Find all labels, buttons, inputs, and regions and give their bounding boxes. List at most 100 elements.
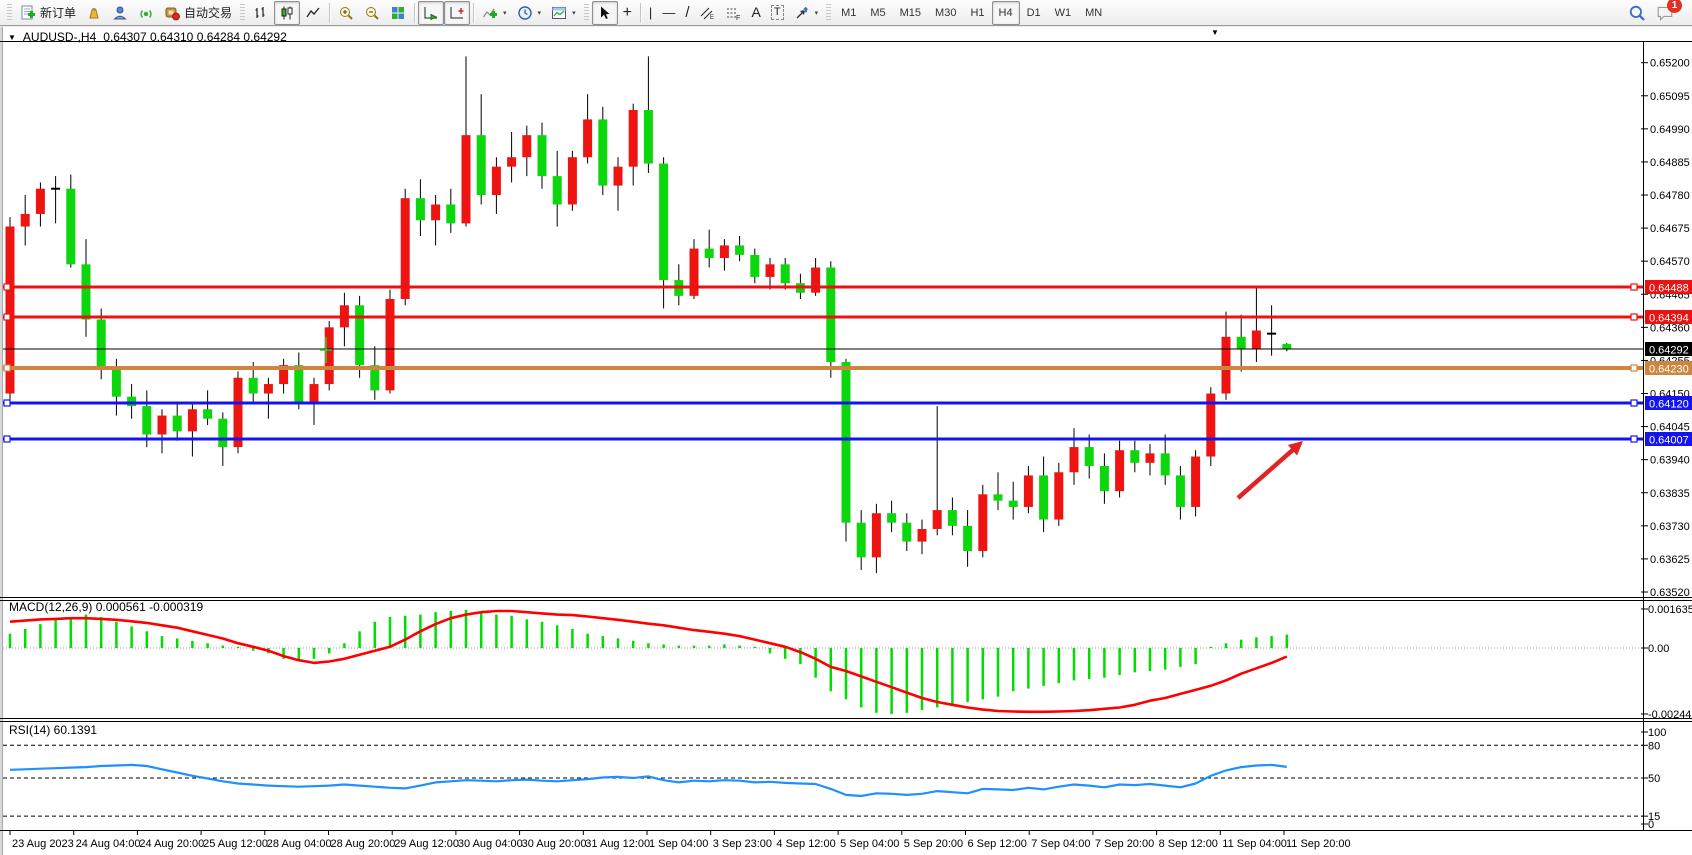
- arrows-tool-button[interactable]: ▾: [789, 1, 824, 25]
- main-toolbar: 新订单 自动交易 ▾ ▾: [0, 0, 1692, 26]
- rsi-value: 60.1391: [50, 723, 98, 737]
- line-chart-icon: [306, 7, 320, 17]
- candlestick-chart-icon: [281, 6, 293, 19]
- chart-canvas[interactable]: 0.65200 0.65095 0.64990 0.64885 0.64780 0.646…: [0, 27, 1692, 855]
- svg-text:4 Sep 12:00: 4 Sep 12:00: [776, 838, 835, 850]
- new-order-button[interactable]: 新订单: [15, 1, 81, 25]
- svg-text:29 Aug 12:00: 29 Aug 12:00: [394, 838, 459, 850]
- svg-text:24 Aug 20:00: 24 Aug 20:00: [139, 838, 204, 850]
- trendline-tool-button[interactable]: /: [680, 1, 694, 25]
- text-icon: A: [751, 4, 761, 20]
- svg-text:0.64120: 0.64120: [1649, 399, 1689, 411]
- svg-text:15: 15: [1648, 811, 1660, 823]
- fibonacci-tool-button[interactable]: F: [720, 1, 746, 25]
- community-button[interactable]: [107, 1, 133, 25]
- chart-title-arrow-icon[interactable]: ▼: [8, 32, 16, 42]
- svg-text:28 Aug 20:00: 28 Aug 20:00: [331, 838, 396, 850]
- autotrading-button[interactable]: 自动交易: [159, 1, 237, 25]
- svg-text:0.64360: 0.64360: [1650, 322, 1690, 334]
- text-label-tool-button[interactable]: T: [766, 1, 789, 25]
- line-chart-button[interactable]: [300, 1, 326, 25]
- svg-text:0.64675: 0.64675: [1650, 223, 1690, 235]
- timeframe-mn-button[interactable]: MN: [1085, 6, 1103, 19]
- chart-shift-button[interactable]: [444, 0, 471, 25]
- crosshair-tool-button[interactable]: +: [618, 1, 637, 25]
- svg-text:0.64230: 0.64230: [1649, 364, 1689, 376]
- svg-text:30 Aug 20:00: 30 Aug 20:00: [522, 838, 587, 850]
- zoom-out-button[interactable]: [359, 1, 385, 25]
- svg-text:0.65200: 0.65200: [1650, 58, 1690, 70]
- plus-marker-annotation[interactable]: [320, 337, 332, 363]
- toolbar-grip: [583, 3, 589, 22]
- svg-text:30 Aug 04:00: 30 Aug 04:00: [458, 838, 523, 850]
- horizontal-line-icon: —: [662, 5, 676, 20]
- signals-button[interactable]: [133, 1, 159, 25]
- new-order-label: 新订单: [40, 6, 77, 20]
- tile-windows-button[interactable]: [385, 1, 411, 25]
- periods-button[interactable]: ▾: [512, 1, 547, 25]
- timeframe-m5-button[interactable]: M5: [870, 6, 886, 19]
- chart-collapse-arrow-icon[interactable]: ▼: [1211, 28, 1219, 37]
- vertical-line-tool-button[interactable]: |: [644, 1, 657, 25]
- svg-text:0.64394: 0.64394: [1649, 313, 1689, 325]
- candles-layer: [5, 56, 1292, 574]
- svg-text:6 Sep 12:00: 6 Sep 12:00: [968, 838, 1027, 850]
- bar-chart-icon: [255, 6, 265, 18]
- macd-indicator-label: MACD(12,26,9) 0.000561 -0.000319: [9, 600, 203, 614]
- search-icon[interactable]: [1628, 4, 1646, 22]
- svg-text:7 Sep 04:00: 7 Sep 04:00: [1031, 838, 1090, 850]
- toolbar-separator: [329, 2, 331, 23]
- new-order-icon: [21, 5, 35, 19]
- timeframe-m15-button[interactable]: M15: [899, 6, 922, 19]
- crosshair-icon: +: [622, 4, 632, 21]
- svg-text:0.00: 0.00: [1648, 643, 1669, 655]
- bar-chart-button[interactable]: [248, 1, 274, 25]
- text-tool-button[interactable]: A: [746, 1, 765, 25]
- svg-text:28 Aug 04:00: 28 Aug 04:00: [267, 838, 332, 850]
- auto-scroll-button[interactable]: [418, 0, 445, 25]
- timeframe-h1-button[interactable]: H1: [970, 6, 985, 19]
- vertical-line-icon: |: [648, 5, 653, 20]
- price-axis[interactable]: 0.65200 0.65095 0.64990 0.64885 0.64780 0.646…: [1641, 58, 1692, 831]
- horizontal-line-tool-button[interactable]: —: [657, 1, 680, 25]
- equidistant-channel-icon: E: [701, 7, 715, 21]
- signals-broadcast-icon: [140, 9, 152, 18]
- timeframe-d1-button[interactable]: D1: [1026, 6, 1041, 19]
- svg-text:0.63730: 0.63730: [1650, 521, 1690, 533]
- timeframe-h4-button[interactable]: H4: [991, 0, 1020, 25]
- horizontal-line-objects[interactable]: [3, 283, 1643, 443]
- timeframe-m30-button[interactable]: M30: [935, 6, 957, 19]
- chat-button[interactable]: 1: [1656, 0, 1682, 22]
- svg-text:0.64570: 0.64570: [1650, 256, 1690, 268]
- trend-arrow-annotation[interactable]: [1236, 441, 1303, 500]
- timeframe-w1-button[interactable]: W1: [1054, 6, 1072, 19]
- community-person-icon: [113, 6, 127, 19]
- indicators-caret-icon: ▾: [503, 9, 507, 17]
- timeframe-m1-button[interactable]: M1: [841, 6, 857, 19]
- svg-text:0.63520: 0.63520: [1650, 587, 1690, 599]
- svg-text:0.64292: 0.64292: [1649, 345, 1689, 357]
- channel-tool-button[interactable]: E: [694, 1, 720, 25]
- svg-text:24 Aug 04:00: 24 Aug 04:00: [76, 838, 141, 850]
- toolbar-separator: [639, 2, 641, 23]
- templates-icon: [552, 6, 567, 19]
- toolbar-separator: [414, 2, 416, 23]
- chart-symbol-period: AUDUSD-,H4: [22, 30, 97, 44]
- deposit-button[interactable]: [81, 1, 107, 25]
- macd-values: 0.000561 -0.000319: [92, 600, 204, 614]
- svg-text:7 Sep 20:00: 7 Sep 20:00: [1095, 838, 1154, 850]
- candlestick-chart-button[interactable]: [274, 0, 301, 25]
- indicators-button[interactable]: ▾: [477, 1, 512, 25]
- svg-text:23 Aug 2023: 23 Aug 2023: [12, 838, 74, 850]
- templates-button[interactable]: ▾: [546, 1, 581, 25]
- periods-caret-icon: ▾: [537, 9, 542, 17]
- cursor-tool-button[interactable]: [591, 0, 618, 25]
- toolbar-grip: [826, 3, 832, 22]
- zoom-in-button[interactable]: [333, 1, 359, 25]
- svg-text:3 Sep 23:00: 3 Sep 23:00: [713, 838, 772, 850]
- svg-text:100: 100: [1648, 727, 1666, 739]
- svg-text:0.64488: 0.64488: [1649, 283, 1689, 295]
- svg-text:5 Sep 04:00: 5 Sep 04:00: [840, 838, 899, 850]
- fibonacci-icon: F: [727, 8, 741, 21]
